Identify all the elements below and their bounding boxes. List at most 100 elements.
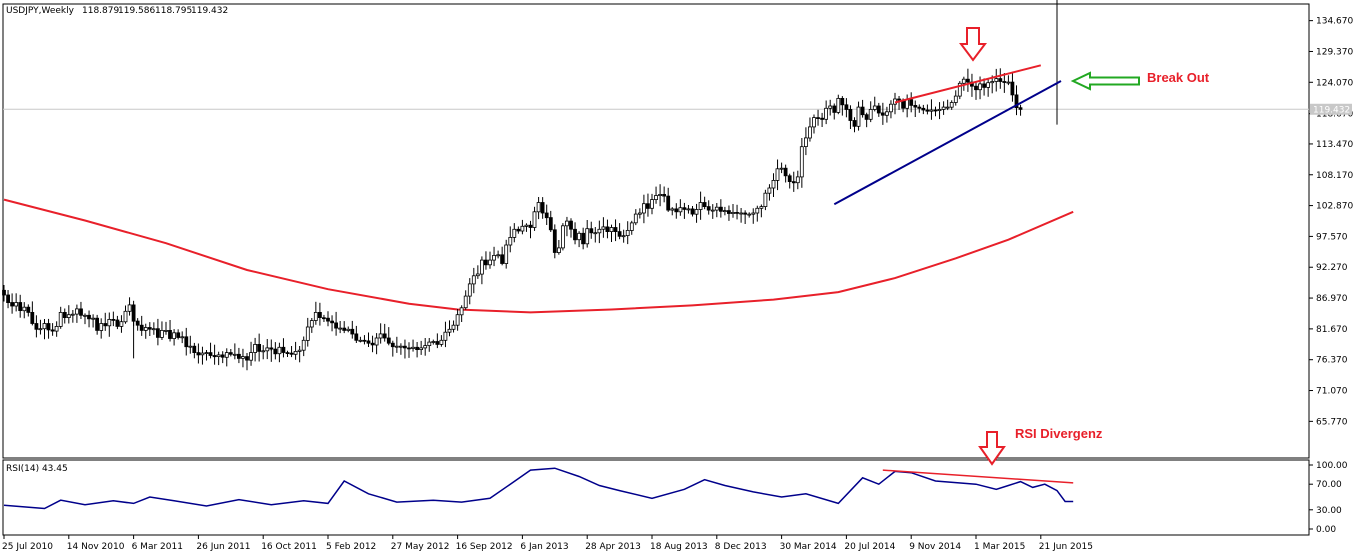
candle [354, 325, 359, 343]
candle [678, 199, 683, 216]
candle [54, 321, 59, 337]
candle [783, 164, 788, 183]
candle [111, 311, 116, 327]
candle [500, 246, 505, 266]
candle [646, 193, 650, 217]
candle [127, 297, 132, 316]
candle [528, 220, 533, 239]
candle [459, 305, 464, 322]
candle [982, 78, 986, 96]
candle [435, 333, 440, 349]
x-tick-label: 25 Jul 2010 [2, 542, 53, 552]
y-tick-label: 76.370 [1316, 356, 1348, 366]
rsi-tick-label: 0.00 [1316, 525, 1336, 535]
candle [698, 191, 703, 220]
candle [686, 205, 691, 214]
candle [767, 184, 772, 201]
candle [836, 94, 841, 115]
candle [22, 302, 27, 319]
candle [966, 68, 970, 92]
candle [589, 221, 594, 239]
x-tick-label: 8 Dec 2013 [715, 542, 767, 552]
candle [14, 293, 19, 312]
candle [536, 197, 541, 220]
candle [18, 294, 23, 318]
candle [232, 343, 237, 360]
candle [253, 337, 258, 362]
candle [273, 342, 278, 360]
candle [147, 322, 152, 336]
candle [629, 220, 634, 235]
candle [565, 216, 569, 237]
candle [443, 321, 448, 348]
candle [719, 199, 723, 218]
candle [876, 102, 881, 117]
x-tick-label: 1 Mar 2015 [974, 542, 1025, 552]
candle [682, 202, 687, 219]
candle [451, 320, 456, 333]
candle [394, 336, 399, 353]
candle [326, 311, 330, 327]
candle [747, 212, 752, 218]
candle [240, 348, 245, 368]
candle [2, 285, 6, 302]
candle [492, 246, 496, 267]
candle [561, 223, 565, 251]
candle [702, 196, 707, 210]
candle [83, 313, 87, 325]
candle [164, 321, 168, 335]
x-tick-label: 26 Jun 2011 [196, 542, 250, 552]
candle [795, 170, 800, 190]
candle [524, 223, 529, 232]
candle [832, 103, 837, 120]
candle [26, 304, 31, 317]
x-tick-label: 6 Mar 2011 [132, 542, 183, 552]
candle [155, 318, 160, 346]
candle [245, 353, 249, 371]
x-tick-label: 21 Jun 2015 [1039, 542, 1093, 552]
candle [216, 351, 221, 366]
rsi-series [3, 467, 1074, 510]
break-out-arrow-icon [1070, 71, 1140, 91]
candle [714, 203, 719, 218]
candle [313, 301, 318, 325]
candle [398, 343, 403, 355]
candle [791, 171, 796, 192]
candle [581, 227, 585, 250]
candle [208, 342, 213, 359]
candle [301, 336, 306, 357]
candle [6, 290, 10, 309]
candle [455, 309, 460, 331]
candle [370, 335, 375, 353]
candle [694, 203, 699, 223]
candle [731, 204, 735, 218]
candle [937, 102, 942, 120]
rsi-down-arrow-icon [978, 431, 1006, 466]
candle [544, 204, 549, 225]
x-tick-label: 18 Aug 2013 [650, 542, 708, 552]
candle [119, 315, 124, 333]
candle [512, 223, 517, 243]
y-tick-label: 65.770 [1316, 417, 1348, 427]
candle [463, 290, 468, 310]
candle [872, 96, 877, 112]
candle [739, 208, 743, 223]
candle [196, 343, 201, 364]
rsi-tick-label: 30.00 [1316, 506, 1342, 516]
rsi-line [3, 467, 1074, 510]
price-pane [2, 3, 1310, 459]
candle [297, 346, 302, 363]
candle [281, 338, 286, 358]
candle [70, 310, 75, 323]
y-tick-label: 124.070 [1316, 78, 1353, 88]
candle [848, 105, 853, 129]
candle [350, 320, 355, 339]
candle [212, 344, 217, 365]
candle [159, 321, 164, 340]
candle [597, 220, 602, 244]
candle [1010, 71, 1015, 102]
candle [557, 240, 561, 255]
candle [658, 184, 662, 207]
candle [710, 204, 715, 219]
ohlc-high: 119.586 [118, 6, 155, 16]
